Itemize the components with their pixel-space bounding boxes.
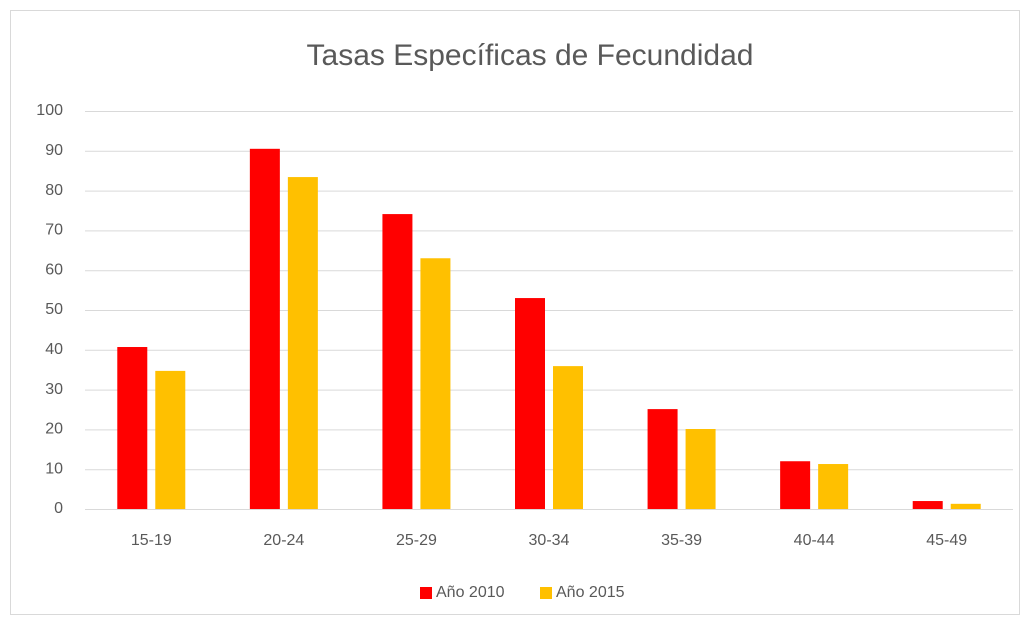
bar <box>553 366 583 509</box>
y-tick-label: 40 <box>45 341 63 358</box>
y-tick-label: 100 <box>36 102 63 119</box>
legend-swatch <box>420 587 432 599</box>
x-tick-label: 15-19 <box>131 532 172 549</box>
y-tick-label: 50 <box>45 301 63 318</box>
y-tick-label: 90 <box>45 142 63 159</box>
legend-label: Año 2010 <box>436 584 505 601</box>
bar <box>420 258 451 509</box>
chart-title: Tasas Específicas de Fecundidad <box>307 39 754 72</box>
bar <box>287 177 318 509</box>
bar <box>155 370 186 509</box>
x-tick-label: 25-29 <box>396 532 437 549</box>
y-tick-label: 80 <box>45 182 63 199</box>
x-tick-label: 45-49 <box>926 532 967 549</box>
y-tick-label: 0 <box>54 500 63 517</box>
bar <box>382 214 413 509</box>
y-tick-label: 10 <box>45 460 63 477</box>
bar <box>818 464 849 509</box>
x-tick-label: 20-24 <box>263 532 304 549</box>
y-tick-label: 20 <box>45 421 63 438</box>
y-tick-label: 60 <box>45 261 63 278</box>
y-tick-label: 30 <box>45 381 63 398</box>
bar <box>780 461 811 509</box>
x-tick-label: 30-34 <box>529 532 570 549</box>
y-tick-label: 70 <box>45 222 63 239</box>
bar <box>249 148 280 509</box>
bar <box>950 503 981 509</box>
bar <box>685 429 716 509</box>
legend-label: Año 2015 <box>556 584 625 601</box>
x-tick-label: 35-39 <box>661 532 702 549</box>
legend-swatch <box>540 587 552 599</box>
bar <box>515 298 545 509</box>
bar <box>647 409 678 509</box>
bar <box>117 347 148 509</box>
bar <box>912 501 943 509</box>
x-tick-label: 40-44 <box>794 532 835 549</box>
